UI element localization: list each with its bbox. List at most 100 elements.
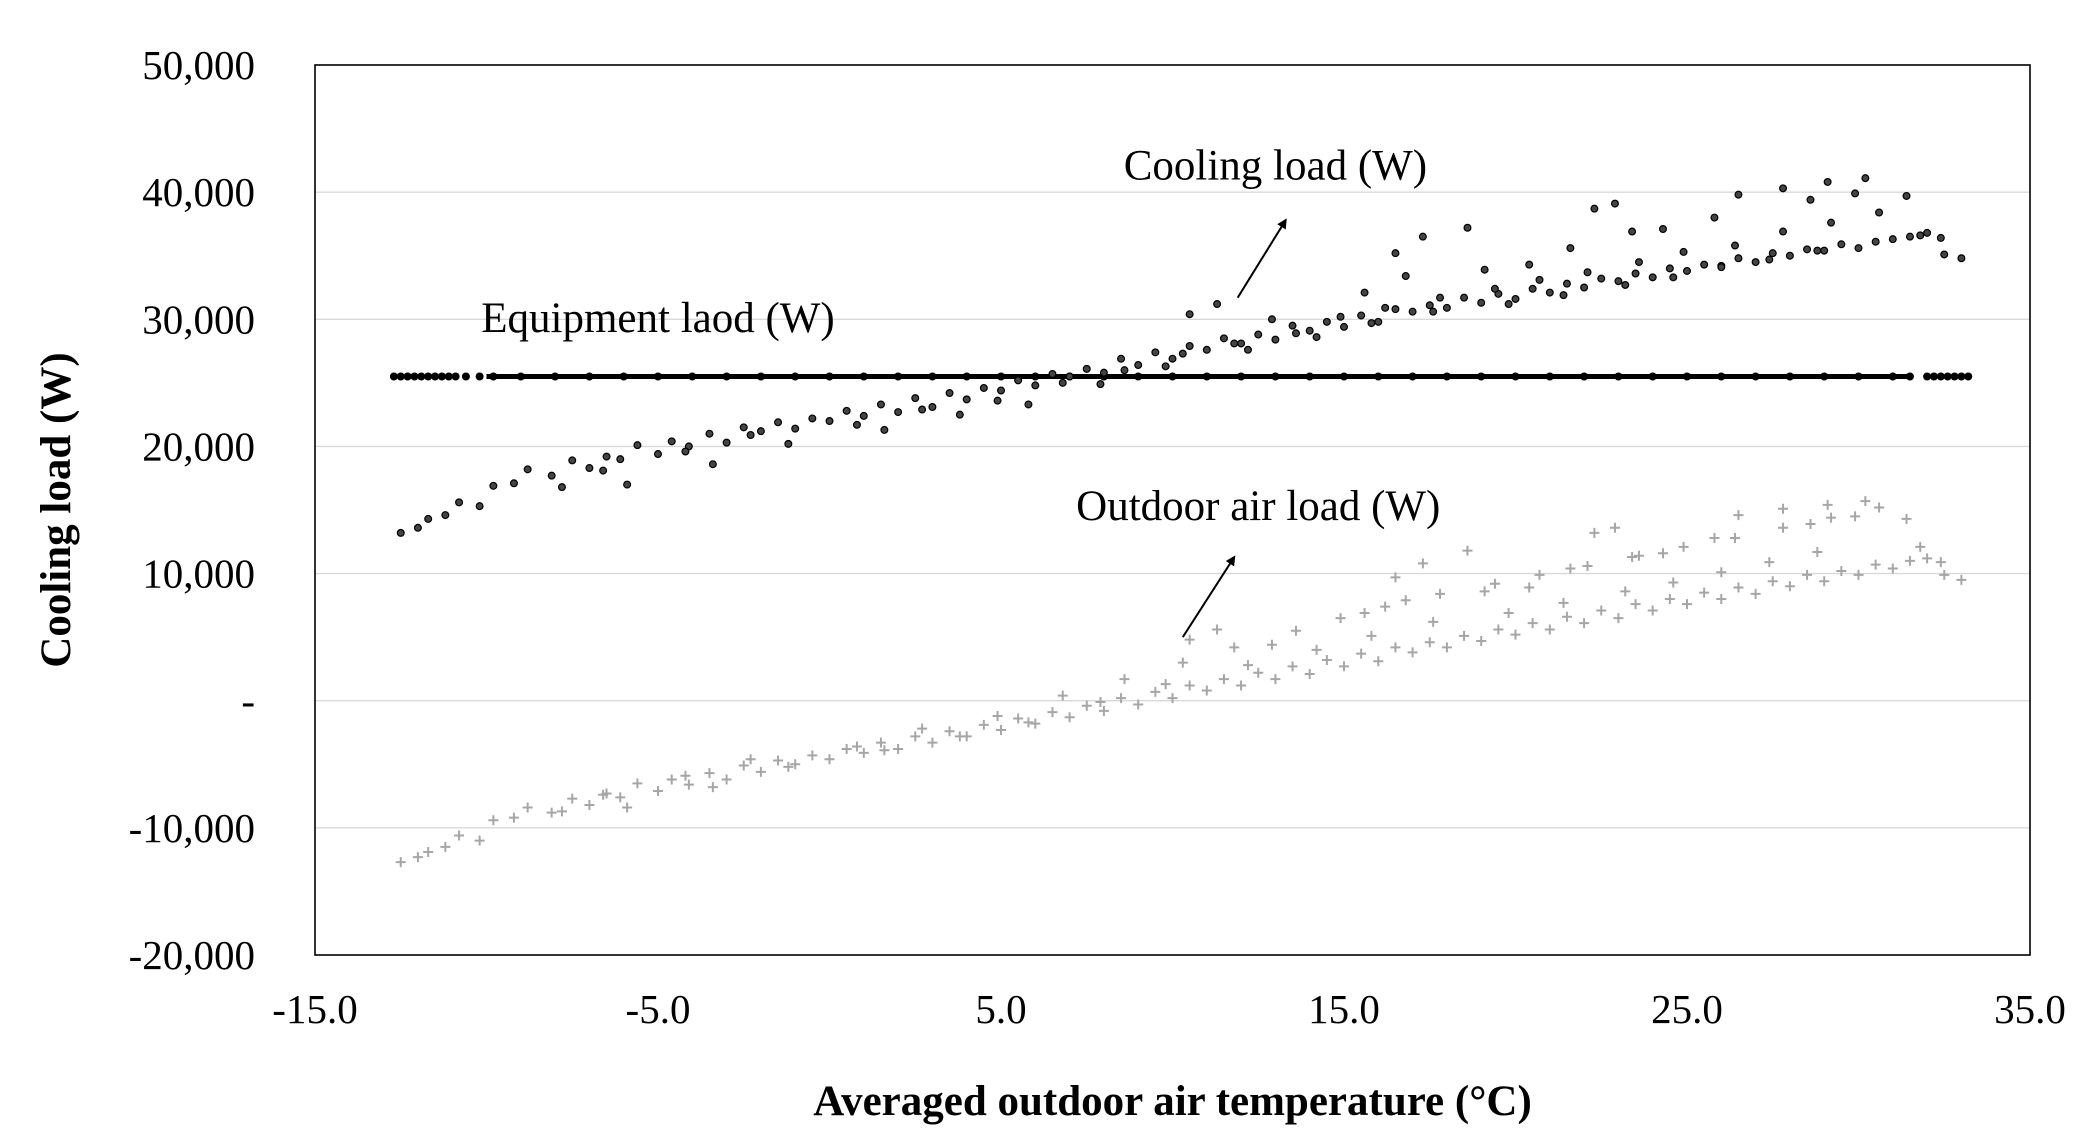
cooling-load-point xyxy=(1823,177,1832,186)
outdoor-air-load-point xyxy=(1922,553,1933,564)
outdoor-air-load-point xyxy=(1462,545,1473,556)
outdoor-air-load-point xyxy=(1366,630,1377,641)
outdoor-air-load-point xyxy=(745,754,756,765)
outdoor-air-load-point xyxy=(1476,635,1487,646)
outdoor-air-load-point xyxy=(1812,546,1823,557)
cooling-load-point xyxy=(1779,184,1788,193)
equipment-load-point xyxy=(410,372,419,381)
equipment-load-point xyxy=(1923,372,1932,381)
cooling-load-point xyxy=(1391,249,1400,258)
cooling-load-point xyxy=(1731,241,1740,250)
cooling-load-point xyxy=(1254,330,1263,339)
outdoor-air-load-point xyxy=(395,857,406,868)
cooling-load-point xyxy=(1525,260,1534,269)
equipment-load-point xyxy=(389,372,398,381)
cooling-load-point xyxy=(1178,349,1187,358)
equipment-load-point xyxy=(417,372,426,381)
cooling-load-point xyxy=(681,447,690,456)
cooling-load-point xyxy=(1888,235,1897,244)
cooling-load-point xyxy=(1511,294,1520,303)
outdoor-air-load-point xyxy=(1407,647,1418,658)
outdoor-air-load-point xyxy=(996,724,1006,735)
cooling-load-point xyxy=(623,480,632,489)
outdoor-air-load-point xyxy=(1304,669,1315,680)
outdoor-air-load-point xyxy=(1356,648,1367,659)
cooling-load-point xyxy=(602,452,611,461)
equipment-load-point xyxy=(424,372,433,381)
outdoor-air-load-point xyxy=(1400,595,1411,606)
cooling-load-point xyxy=(756,427,765,436)
cooling-load-point xyxy=(1535,275,1544,284)
cooling-load-point xyxy=(1765,255,1774,264)
x-axis-ticks: -15.0 -5.0 5.0 15.0 25.0 35.0 xyxy=(272,986,2066,1032)
cooling-load-point xyxy=(825,417,834,426)
outdoor-air-load-point xyxy=(917,723,928,734)
cooling-load-point xyxy=(1837,240,1846,249)
cooling-load-point xyxy=(1916,231,1925,240)
cooling-load-point xyxy=(1545,288,1554,297)
cooling-load-point xyxy=(441,511,450,520)
x-tick-label: 5.0 xyxy=(975,986,1026,1032)
outdoor-air-load-point xyxy=(1459,630,1470,641)
cooling-load-point xyxy=(1374,317,1383,326)
outdoor-air-load-point xyxy=(1733,582,1744,593)
annotation-label: Outdoor air load (W) xyxy=(1076,483,1440,530)
cooling-load-point xyxy=(1528,284,1537,293)
y-tick-label: - xyxy=(241,678,255,724)
outdoor-air-load-point xyxy=(1435,588,1446,599)
annotation-arrow xyxy=(1181,555,1236,638)
cooling-load-point xyxy=(1058,378,1067,387)
outdoor-air-load-point xyxy=(546,807,557,818)
outdoor-air-load-point xyxy=(666,774,677,785)
outdoor-air-load-point xyxy=(1150,686,1161,697)
cooling-load-point xyxy=(1580,283,1589,292)
outdoor-air-load-point xyxy=(1699,587,1710,598)
outdoor-air-load-point xyxy=(1956,574,1967,585)
outdoor-air-load-point xyxy=(1417,558,1428,569)
cooling-load-point xyxy=(1381,303,1390,312)
outdoor-air-load-point xyxy=(488,815,499,826)
outdoor-air-load-point xyxy=(875,737,886,748)
outdoor-air-load-point xyxy=(1013,713,1024,724)
outdoor-air-load-point xyxy=(1730,532,1741,543)
outdoor-air-load-point xyxy=(1524,582,1535,593)
outdoor-air-load-point xyxy=(807,750,818,761)
y-tick-label: -20,000 xyxy=(129,932,255,978)
outdoor-air-load-point xyxy=(1167,693,1178,704)
outdoor-air-load-point xyxy=(1716,594,1727,604)
outdoor-air-load-point xyxy=(773,755,784,766)
cooling-load-point xyxy=(705,429,714,438)
outdoor-air-load-point xyxy=(1184,634,1195,645)
outdoor-air-load-point xyxy=(1321,655,1332,666)
cooling-load-point xyxy=(1243,345,1252,354)
cooling-load-point xyxy=(880,425,889,434)
cooling-load-point xyxy=(1202,345,1211,354)
y-tick-label: -10,000 xyxy=(129,805,255,851)
outdoor-air-load-point xyxy=(1836,566,1847,577)
cooling-load-point xyxy=(1820,246,1829,255)
outdoor-air-load-point xyxy=(1750,588,1761,599)
outdoor-air-load-point xyxy=(1335,613,1346,624)
outdoor-air-load-point xyxy=(622,802,633,813)
cooling-load-point xyxy=(1614,277,1623,286)
cooling-load-point xyxy=(852,420,861,429)
cooling-load-point xyxy=(791,424,800,433)
y-axis-title: Cooling load (W) xyxy=(33,352,80,667)
cooling-load-point xyxy=(557,483,566,492)
outdoor-air-load-point xyxy=(1047,707,1058,718)
cooling-load-point xyxy=(509,479,518,488)
outdoor-air-load-point xyxy=(1860,496,1871,507)
outdoor-air-load-point xyxy=(1627,552,1638,563)
cooling-load-point xyxy=(1902,191,1911,200)
cooling-load-point xyxy=(599,466,608,475)
outdoor-air-load-point xyxy=(783,761,794,772)
outdoor-air-load-point xyxy=(910,731,921,742)
y-tick-label: 50,000 xyxy=(142,42,255,88)
outdoor-air-load-point xyxy=(632,778,643,789)
outdoor-air-load-point xyxy=(1682,599,1692,610)
equipment-load-point xyxy=(1950,372,1959,381)
outdoor-air-load-point xyxy=(1253,667,1264,678)
outdoor-air-load-point xyxy=(1630,599,1641,610)
outdoor-air-load-point xyxy=(1428,616,1439,627)
cooling-load-point xyxy=(1213,300,1222,309)
